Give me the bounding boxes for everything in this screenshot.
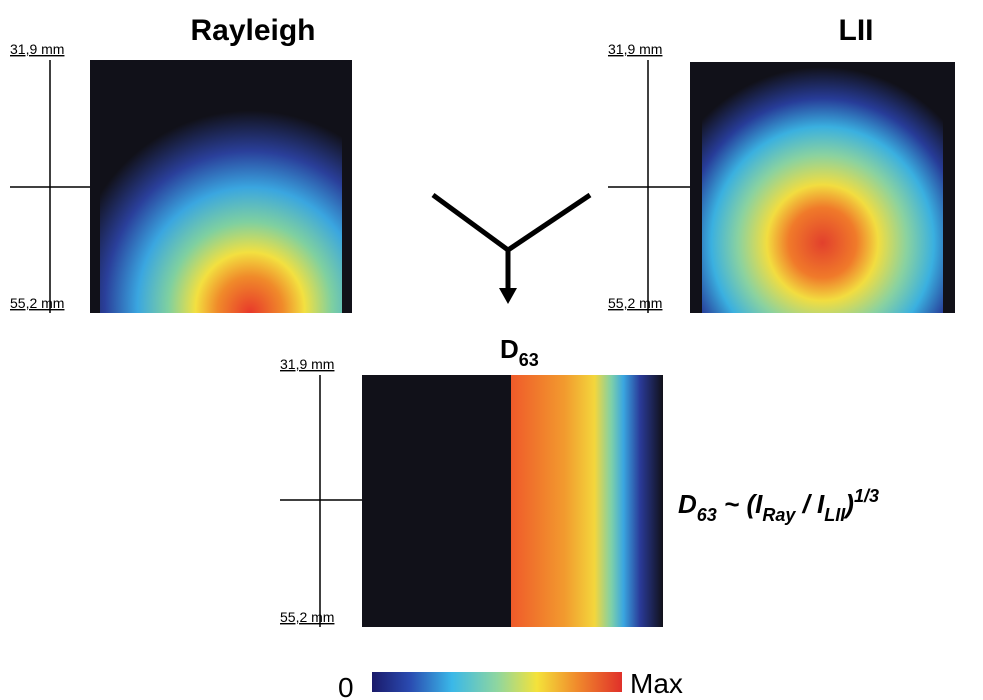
- title-subscript: 63: [519, 350, 539, 370]
- formula-subscript: Ray: [762, 505, 796, 525]
- formula-part: ~ (I: [717, 489, 763, 519]
- heatmap-signal: [511, 375, 663, 627]
- panel-title: LII: [839, 14, 874, 47]
- colorbar-min-label: 0: [338, 672, 354, 700]
- panel-title: Rayleigh: [190, 14, 315, 47]
- heatmap-signal: [702, 62, 943, 313]
- formula-subscript: LII: [824, 505, 846, 525]
- arrow-head: [499, 288, 517, 304]
- formula-part: D: [678, 489, 697, 519]
- scale-label: 31,9 mm: [280, 356, 334, 372]
- heatmap-signal: [100, 60, 342, 313]
- formula-subscript: 63: [697, 505, 717, 525]
- formula-part: / I: [795, 489, 825, 519]
- scale-label: 55,2 mm: [10, 295, 64, 311]
- scale-label: 31,9 mm: [608, 41, 662, 57]
- merge-arrow: [431, 192, 592, 290]
- scale-bar: [10, 60, 90, 313]
- colorbar: [372, 672, 622, 692]
- scale-bar: [280, 375, 362, 627]
- formula-superscript: 1/3: [854, 486, 879, 506]
- scale-label: 31,9 mm: [10, 41, 64, 57]
- title-main: D: [500, 334, 519, 364]
- scale-label: 55,2 mm: [280, 609, 334, 625]
- scale-label: 55,2 mm: [608, 295, 662, 311]
- panel-title: D63: [500, 334, 539, 370]
- scale-bar: [608, 60, 690, 313]
- formula-part: ): [842, 489, 854, 519]
- colorbar-max-label: Max: [630, 668, 683, 699]
- formula: D63 ~ (IRay / ILII)1/3: [678, 486, 879, 525]
